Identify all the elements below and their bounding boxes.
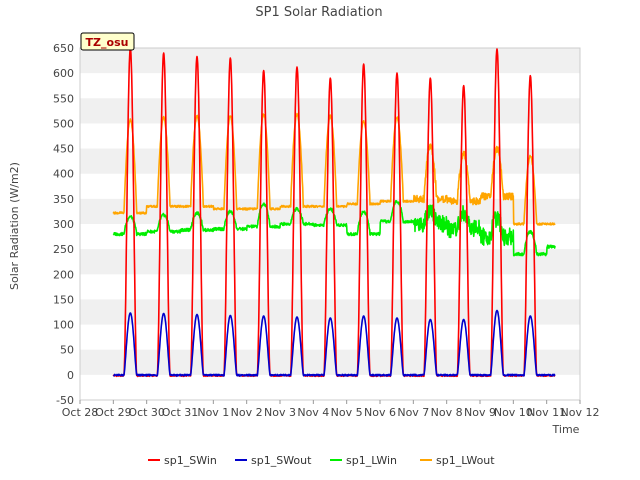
y-tick-label: -50 bbox=[56, 394, 74, 407]
plot-background bbox=[80, 48, 580, 400]
x-tick-label: Nov 10 bbox=[494, 406, 533, 419]
x-tick-label: Nov 7 bbox=[397, 406, 429, 419]
y-tick-label: 550 bbox=[53, 92, 74, 105]
chart-title: SP1 Solar Radiation bbox=[255, 5, 382, 20]
y-tick-label: 400 bbox=[53, 168, 74, 181]
y-tick-label: 100 bbox=[53, 319, 74, 332]
y-tick-label: 350 bbox=[53, 193, 74, 206]
y-tick-label: 250 bbox=[53, 243, 74, 256]
grid-band bbox=[80, 249, 580, 275]
timezone-label: TZ_osu bbox=[86, 36, 129, 49]
legend-label: sp1_SWout bbox=[251, 454, 312, 467]
timezone-badge: TZ_osu bbox=[80, 32, 135, 51]
y-tick-label: 450 bbox=[53, 143, 74, 156]
legend-label: sp1_LWin bbox=[346, 454, 397, 467]
x-tick-label: Nov 9 bbox=[464, 406, 496, 419]
x-tick-label: Nov 2 bbox=[231, 406, 263, 419]
grid-band bbox=[80, 198, 580, 224]
y-tick-label: 200 bbox=[53, 268, 74, 281]
x-tick-label: Nov 12 bbox=[561, 406, 600, 419]
y-tick-label: 500 bbox=[53, 117, 74, 130]
x-tick-label: Oct 30 bbox=[128, 406, 165, 419]
x-tick-label: Nov 1 bbox=[197, 406, 229, 419]
series-line-sp1_SWout bbox=[112, 309, 556, 377]
x-tick-label: Nov 8 bbox=[431, 406, 463, 419]
grid-band bbox=[80, 349, 580, 375]
y-tick-label: 50 bbox=[60, 344, 74, 357]
legend: sp1_SWin sp1_SWout sp1_LWin sp1_LWout bbox=[148, 454, 495, 467]
y-tick-label: 300 bbox=[53, 218, 74, 231]
y-axis: -50 0 50 100 150 200 250 300 350 400 450 500 550 600 6… bbox=[53, 42, 74, 407]
series-line-sp1_LWout bbox=[112, 112, 556, 226]
y-tick-label: 650 bbox=[53, 42, 74, 55]
grid-band bbox=[80, 48, 580, 74]
x-tick-label: Nov 3 bbox=[264, 406, 296, 419]
plot-frame bbox=[79, 47, 581, 401]
y-tick-label: 150 bbox=[53, 293, 74, 306]
grid-band bbox=[80, 98, 580, 124]
legend-label: sp1_LWout bbox=[436, 454, 495, 467]
legend-label: sp1_SWin bbox=[164, 454, 217, 467]
x-tick-label: Nov 6 bbox=[364, 406, 396, 419]
y-axis-label: Solar Radiation (W/m2) bbox=[8, 162, 21, 290]
y-tick-label: 0 bbox=[67, 369, 74, 382]
x-tick-label: Oct 28 bbox=[62, 406, 99, 419]
y-tick-label: 600 bbox=[53, 67, 74, 80]
grid-band bbox=[80, 148, 580, 174]
x-tick-label: Oct 31 bbox=[162, 406, 199, 419]
x-tick-label: Nov 11 bbox=[527, 406, 566, 419]
series-lines bbox=[112, 47, 556, 378]
x-axis-label: Time bbox=[552, 423, 580, 436]
x-tick-label: Nov 4 bbox=[297, 406, 329, 419]
x-tick-label: Oct 29 bbox=[95, 406, 132, 419]
x-tick-label: Nov 5 bbox=[331, 406, 363, 419]
